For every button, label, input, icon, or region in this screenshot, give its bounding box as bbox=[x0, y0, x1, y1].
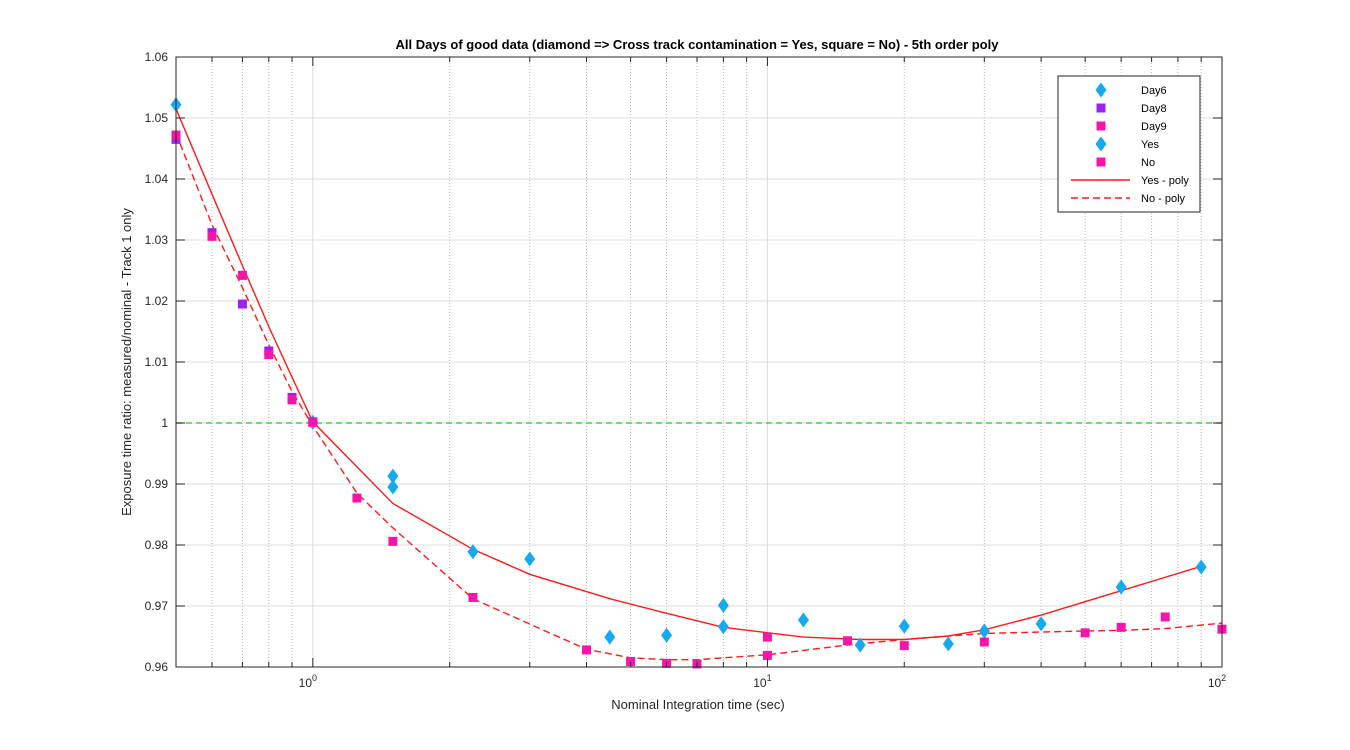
day8-data-point bbox=[237, 299, 247, 309]
day9-data-point bbox=[762, 632, 772, 642]
y-tick-label: 0.96 bbox=[145, 660, 169, 674]
axis-ticks bbox=[176, 56, 1223, 668]
day9-data-point bbox=[468, 592, 478, 602]
legend-day9-label: Day9 bbox=[1141, 121, 1167, 133]
y-tick-label: 1.03 bbox=[145, 233, 169, 247]
legend: Day6 Day8 Day9 Yes No Yes - poly No - poly bbox=[1057, 75, 1201, 213]
yes-poly-fit-line bbox=[175, 108, 1202, 641]
day9-data-point bbox=[762, 650, 772, 660]
y-tick-label: 1.05 bbox=[145, 111, 169, 125]
legend-yes-poly-label: Yes - poly bbox=[1141, 175, 1189, 187]
day6-data-point bbox=[717, 619, 729, 635]
day9-data-point bbox=[352, 493, 362, 503]
day6-data-point bbox=[1115, 579, 1127, 595]
day9-data-point bbox=[287, 395, 297, 405]
day6-data-point bbox=[387, 479, 399, 495]
y-tick-label: 0.98 bbox=[145, 538, 169, 552]
day6-data-point bbox=[797, 612, 809, 628]
day6-data-point bbox=[1035, 616, 1047, 632]
day9-data-point bbox=[308, 417, 318, 427]
day6-data-point bbox=[717, 597, 729, 613]
legend-no-swatch bbox=[1096, 157, 1106, 167]
day9-data-point bbox=[388, 536, 398, 546]
legend-yes-label: Yes bbox=[1141, 139, 1159, 151]
x-tick-exponent: 0 bbox=[312, 673, 317, 683]
x-tick-label: 102 bbox=[1208, 673, 1226, 690]
legend-day8-swatch bbox=[1096, 103, 1106, 113]
legend-no-label: No bbox=[1141, 157, 1155, 169]
day6-data-point bbox=[524, 551, 536, 567]
day6-data-point bbox=[898, 618, 910, 634]
x-axis-label: Nominal Integration time (sec) bbox=[611, 697, 784, 712]
legend-box bbox=[1057, 75, 1201, 213]
day6-data-point bbox=[978, 623, 990, 639]
day6-data-point bbox=[467, 544, 479, 560]
legend-day6-swatch bbox=[1095, 82, 1107, 98]
y-tick-label: 1.02 bbox=[145, 294, 169, 308]
x-tick-label: 101 bbox=[753, 673, 771, 690]
day9-data-point bbox=[1160, 612, 1170, 622]
x-tick-base: 10 bbox=[753, 676, 767, 690]
day9-data-point bbox=[582, 645, 592, 655]
y-tick-label: 1 bbox=[161, 416, 168, 430]
y-tick-label: 1.06 bbox=[145, 50, 169, 64]
y-tick-label: 1.04 bbox=[145, 172, 169, 186]
day9-data-point bbox=[626, 657, 636, 667]
x-tick-base: 10 bbox=[299, 676, 313, 690]
legend-yes-swatch bbox=[1095, 136, 1107, 152]
day9-data-point bbox=[979, 637, 989, 647]
legend-no-poly-label: No - poly bbox=[1141, 193, 1186, 205]
y-axis-label: Exposure time ratio: measured/nominal - … bbox=[119, 208, 134, 516]
chart-title: All Days of good data (diamond => Cross … bbox=[396, 37, 1000, 52]
day6-data-point bbox=[942, 636, 954, 652]
day9-data-point bbox=[1080, 628, 1090, 638]
legend-day8-label: Day8 bbox=[1141, 103, 1167, 115]
x-tick-exponent: 1 bbox=[767, 673, 772, 683]
x-tick-exponent: 2 bbox=[1221, 673, 1226, 683]
day6-data-point bbox=[1195, 559, 1207, 575]
day6-data-point bbox=[387, 468, 399, 484]
day6-data-point bbox=[854, 637, 866, 653]
day6-data-point bbox=[661, 627, 673, 643]
day9-data-point bbox=[899, 641, 909, 651]
day9-data-point bbox=[264, 350, 274, 360]
legend-day9-swatch bbox=[1096, 121, 1106, 131]
x-tick-labels: 100 101 102 bbox=[299, 673, 1227, 690]
y-tick-label: 0.99 bbox=[145, 477, 169, 491]
legend-day6-label: Day6 bbox=[1141, 85, 1167, 97]
day9-data-point bbox=[842, 636, 852, 646]
x-tick-label: 100 bbox=[299, 673, 317, 690]
y-tick-labels: 0.96 0.97 0.98 0.99 1 1.01 1.02 1.03 1.04 1.05 1.0… bbox=[145, 50, 169, 674]
day9-data-point bbox=[1116, 622, 1126, 632]
day9-data-point bbox=[207, 231, 217, 241]
day6-data-point bbox=[604, 629, 616, 645]
y-tick-label: 0.97 bbox=[145, 599, 169, 613]
y-tick-label: 1.01 bbox=[145, 355, 169, 369]
x-tick-base: 10 bbox=[1208, 676, 1222, 690]
day9-data-point bbox=[237, 270, 247, 280]
